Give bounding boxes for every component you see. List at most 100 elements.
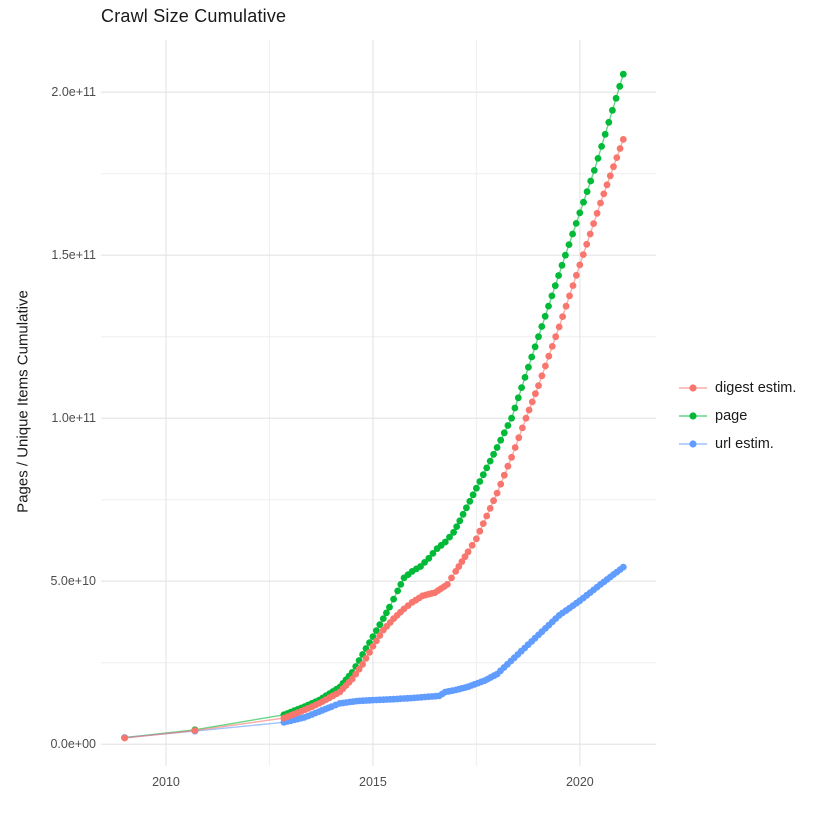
- data-point: [605, 118, 613, 126]
- data-point: [486, 457, 494, 465]
- data-point: [525, 363, 532, 371]
- legend-entry-page: page: [678, 406, 796, 426]
- data-point: [473, 484, 480, 492]
- data-point: [594, 155, 602, 162]
- data-point: [373, 627, 380, 634]
- data-point: [590, 167, 598, 174]
- data-point: [500, 429, 508, 437]
- data-point: [613, 154, 621, 162]
- data-point: [619, 70, 627, 78]
- y-tick-label: 0.0e+00: [50, 737, 96, 752]
- data-point: [586, 230, 594, 238]
- data-point: [479, 471, 487, 479]
- data-point: [486, 505, 494, 512]
- data-point: [587, 177, 595, 185]
- data-point: [573, 271, 580, 279]
- data-point: [521, 374, 529, 381]
- series-points-page: [121, 70, 627, 741]
- data-point: [566, 292, 573, 300]
- data-point: [483, 512, 491, 520]
- data-point: [397, 581, 405, 588]
- data-point: [528, 398, 536, 406]
- data-point: [362, 654, 370, 662]
- data-point: [545, 352, 553, 360]
- data-point: [538, 323, 546, 330]
- legend-key-icon: [679, 384, 707, 392]
- data-point: [352, 670, 360, 678]
- data-point: [463, 504, 470, 512]
- data-point: [369, 643, 377, 650]
- data-point: [551, 282, 559, 290]
- data-point: [450, 528, 457, 536]
- data-point: [572, 220, 580, 227]
- data-point: [476, 527, 484, 535]
- data-point: [455, 563, 463, 570]
- data-point: [511, 444, 519, 451]
- data-point: [558, 261, 566, 269]
- data-point: [562, 302, 570, 310]
- data-point: [466, 497, 474, 505]
- chart-title: Crawl Size Cumulative: [101, 6, 287, 26]
- data-point: [609, 106, 616, 114]
- legend-entry-digest: digest estim.: [678, 378, 796, 398]
- data-point: [601, 130, 609, 138]
- data-point: [458, 558, 466, 565]
- data-point: [555, 272, 562, 279]
- data-point: [518, 384, 525, 391]
- data-point: [619, 563, 627, 571]
- data-point: [441, 538, 449, 546]
- x-tick-label: 2020: [565, 775, 594, 789]
- data-point: [355, 665, 363, 673]
- data-point: [452, 568, 460, 575]
- data-point: [359, 660, 366, 668]
- data-point: [559, 313, 566, 320]
- data-point: [497, 436, 505, 444]
- data-point: [525, 406, 533, 414]
- data-point: [490, 450, 497, 458]
- data-point: [461, 553, 469, 561]
- data-point: [469, 491, 477, 499]
- data-point: [121, 734, 128, 742]
- data-point: [446, 533, 453, 541]
- data-point: [579, 251, 587, 258]
- data-point: [612, 94, 620, 102]
- data-point: [468, 541, 476, 549]
- data-point: [565, 241, 573, 249]
- data-point: [373, 637, 380, 645]
- series-line: [124, 566, 624, 739]
- data-point: [590, 220, 597, 228]
- y-axis-title: Pages / Unique Items Cumulative: [14, 290, 32, 513]
- data-point: [552, 333, 560, 341]
- data-point: [531, 343, 539, 351]
- data-point: [386, 603, 393, 611]
- y-tick-label: 1.5e+11: [51, 248, 96, 263]
- data-point: [548, 343, 556, 350]
- data-point: [515, 434, 523, 442]
- data-point: [425, 554, 433, 562]
- data-point: [562, 251, 569, 259]
- gridlines: [101, 40, 656, 766]
- data-point: [453, 523, 461, 530]
- data-point: [421, 559, 428, 566]
- data-point: [569, 282, 577, 289]
- series-points-digest-estim-: [121, 136, 627, 742]
- data-point: [606, 172, 614, 180]
- legend-key-icon: [679, 412, 707, 420]
- data-point: [545, 302, 552, 310]
- data-point: [583, 240, 591, 248]
- data-point: [535, 382, 542, 389]
- data-point: [500, 471, 508, 479]
- data-point: [548, 292, 556, 300]
- data-point: [473, 535, 480, 543]
- data-point: [619, 136, 627, 143]
- legend-label: digest estim.: [715, 380, 797, 396]
- data-point: [444, 581, 451, 588]
- data-point: [464, 548, 472, 556]
- data-point: [603, 181, 611, 189]
- data-point: [497, 480, 505, 488]
- data-point: [522, 414, 530, 422]
- data-point: [541, 312, 549, 320]
- data-point: [508, 453, 515, 461]
- series-points-url-estim-: [121, 563, 627, 741]
